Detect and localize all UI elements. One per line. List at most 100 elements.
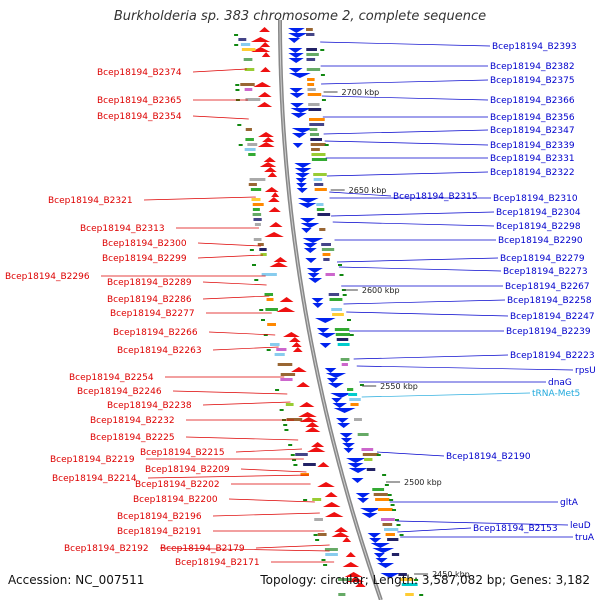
right-leader-line xyxy=(324,140,489,146)
reverse-gene xyxy=(290,103,304,108)
annotation-block xyxy=(311,158,328,161)
annotation-block xyxy=(265,308,278,311)
annotation-block xyxy=(361,448,374,451)
right-leader-line xyxy=(361,392,531,398)
annotation-block xyxy=(331,308,343,311)
scale-tick-label: 2500 kbp xyxy=(404,478,442,487)
annotation-block xyxy=(250,188,262,191)
right-leader-line xyxy=(320,41,491,47)
annotation-block xyxy=(307,93,322,96)
right-leader-line xyxy=(343,299,506,305)
scale-tick-label: 2650 kbp xyxy=(349,186,387,195)
gc-marker xyxy=(396,524,401,526)
scale-tick-label: 2700 kbp xyxy=(342,88,380,97)
forward-gene xyxy=(334,527,349,532)
reverse-gene xyxy=(357,498,369,503)
gc-marker xyxy=(275,389,280,391)
annotation-block xyxy=(240,43,251,46)
reverse-gene xyxy=(288,33,308,38)
reverse-gene xyxy=(324,368,337,373)
left-leader-line xyxy=(202,281,267,286)
annotation-block xyxy=(286,418,303,421)
reverse-gene xyxy=(307,273,320,278)
right-gene-label: Bcep18194_B2239 xyxy=(506,327,591,337)
chromosome-backbone-highlight xyxy=(279,20,382,600)
left-gene-label: Bcep18194_B2300 xyxy=(102,239,187,249)
reverse-gene xyxy=(355,493,371,498)
left-gene-label: Bcep18194_B2202 xyxy=(135,480,220,490)
left-gene-label: Bcep18194_B2266 xyxy=(113,328,198,338)
right-leader-line xyxy=(329,191,392,197)
gc-marker xyxy=(349,334,354,336)
annotation-block xyxy=(311,153,326,156)
right-leader-line xyxy=(353,354,509,360)
annotation-block xyxy=(366,468,376,471)
gc-marker xyxy=(399,534,404,536)
annotation-block xyxy=(391,553,400,556)
gc-marker xyxy=(338,264,343,266)
left-gene-label: Bcep18194_B2277 xyxy=(110,309,195,319)
annotation-block xyxy=(328,293,340,296)
annotation-block xyxy=(261,273,277,276)
annotation-block xyxy=(245,98,261,101)
gc-marker xyxy=(414,579,419,581)
left-gene-label: Bcep18194_B2321 xyxy=(48,196,133,206)
annotation-block xyxy=(323,258,330,261)
annotation-block xyxy=(267,323,276,326)
annotation-block xyxy=(277,363,293,366)
gc-marker xyxy=(235,84,240,86)
reverse-gene xyxy=(288,73,311,78)
gc-marker xyxy=(320,74,325,76)
annotation-block xyxy=(260,253,267,256)
forward-gene xyxy=(296,382,310,387)
forward-gene xyxy=(264,232,284,237)
reverse-gene xyxy=(331,398,342,403)
right-leader-line xyxy=(338,266,502,272)
gc-marker xyxy=(292,459,297,461)
annotation-block xyxy=(378,508,393,511)
gc-marker xyxy=(237,124,242,126)
gc-marker xyxy=(339,274,344,276)
annotation-block xyxy=(310,138,323,141)
right-gene-label: leuD xyxy=(570,521,591,531)
forward-gene xyxy=(304,427,321,432)
annotation-block xyxy=(257,243,264,246)
right-leader-line xyxy=(321,79,489,85)
gc-marker xyxy=(321,99,326,101)
annotation-block xyxy=(306,48,317,51)
reverse-gene xyxy=(311,298,324,303)
reverse-gene xyxy=(377,563,395,568)
annotation-block xyxy=(245,128,252,131)
reverse-gene xyxy=(308,278,323,283)
left-leader-line xyxy=(235,448,303,453)
reverse-gene xyxy=(289,88,303,93)
right-gene-label: Bcep18194_B2366 xyxy=(490,96,575,106)
annotation-block xyxy=(385,533,395,536)
right-gene-label: Bcep18194_B2375 xyxy=(490,76,575,86)
summary-text: Topology: circular; Length: 3,587,082 bp… xyxy=(260,573,590,587)
forward-gene xyxy=(250,37,271,42)
forward-gene xyxy=(298,412,317,417)
left-gene-label: Bcep18194_B2365 xyxy=(97,96,182,106)
reverse-gene xyxy=(337,423,351,428)
annotation-block xyxy=(300,473,309,476)
forward-gene xyxy=(288,337,301,342)
annotation-block xyxy=(252,203,264,206)
reverse-gene xyxy=(373,553,385,558)
annotation-block xyxy=(375,498,390,501)
reverse-gene xyxy=(292,143,304,148)
left-gene-label: Bcep18194_B2263 xyxy=(117,346,202,356)
forward-gene xyxy=(355,582,366,587)
left-gene-label: Bcep18194_B2196 xyxy=(117,512,202,522)
annotation-block xyxy=(335,333,350,336)
annotation-block xyxy=(253,238,262,241)
gc-marker xyxy=(249,249,254,251)
reverse-gene xyxy=(339,433,353,438)
annotation-block xyxy=(337,578,352,581)
gc-marker xyxy=(376,454,381,456)
annotation-block xyxy=(316,208,325,211)
annotation-block xyxy=(252,213,262,216)
annotation-block xyxy=(309,128,318,131)
right-gene-label: Bcep18194_B2339 xyxy=(490,141,575,151)
forward-gene xyxy=(345,552,356,557)
